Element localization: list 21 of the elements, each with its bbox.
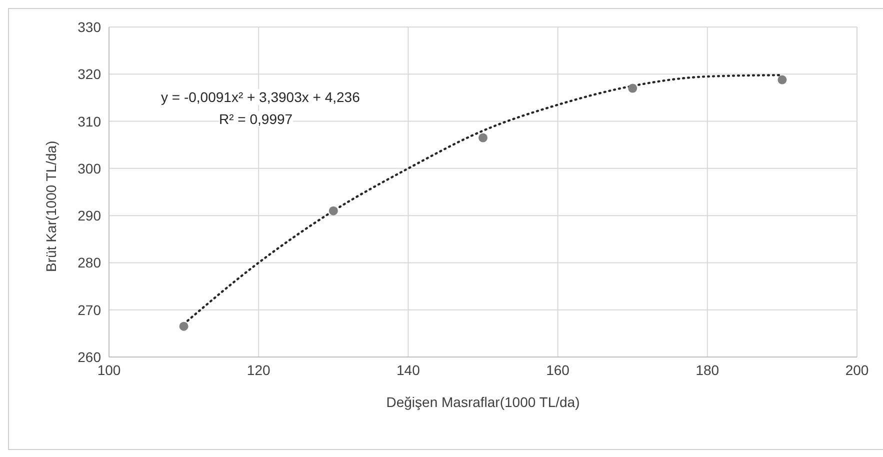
x-tick-label: 140 xyxy=(396,362,420,378)
x-axis-title: Değişen Masraflar(1000 TL/da) xyxy=(386,394,580,410)
x-tick-label: 200 xyxy=(845,362,869,378)
annotation: R² = 0,9997 xyxy=(219,111,293,127)
y-tick-label: 300 xyxy=(78,160,102,176)
point xyxy=(778,75,787,84)
y-tick-label: 330 xyxy=(78,18,102,35)
x-tick-label: 180 xyxy=(696,362,720,378)
y-tick-label: 280 xyxy=(78,254,102,271)
y-tick-label: 320 xyxy=(78,66,102,82)
point xyxy=(628,84,638,93)
point xyxy=(328,206,338,216)
y-tick-label: 310 xyxy=(78,113,102,130)
annotation: y = -0,0091x² + 3,3903x + 4,236 xyxy=(161,89,360,105)
y-axis-title: Brüt Kar(1000 TL/da) xyxy=(42,140,59,272)
y-tick-label: 270 xyxy=(78,302,102,318)
point xyxy=(478,133,488,142)
y-tick-label: 290 xyxy=(78,208,102,224)
x-tick-label: 160 xyxy=(546,362,570,378)
point xyxy=(179,322,188,331)
x-tick-label: 120 xyxy=(246,362,270,378)
